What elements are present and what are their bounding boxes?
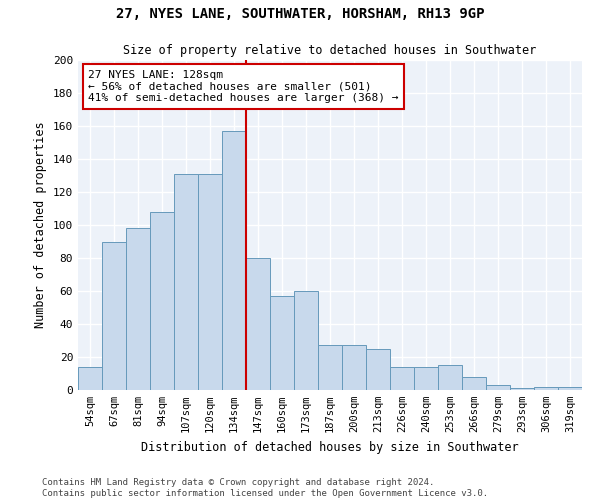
Text: 27, NYES LANE, SOUTHWATER, HORSHAM, RH13 9GP: 27, NYES LANE, SOUTHWATER, HORSHAM, RH13… (116, 8, 484, 22)
Bar (174, 174, 198, 390)
Bar (270, 296, 294, 390)
Bar (222, 131, 246, 390)
Bar (486, 385, 510, 390)
Text: Contains HM Land Registry data © Crown copyright and database right 2024.
Contai: Contains HM Land Registry data © Crown c… (42, 478, 488, 498)
Bar (462, 377, 486, 390)
Bar (510, 388, 534, 390)
Bar (150, 212, 174, 390)
Bar (78, 367, 102, 390)
Bar (102, 242, 126, 390)
Bar (126, 228, 150, 390)
Text: 27 NYES LANE: 128sqm
← 56% of detached houses are smaller (501)
41% of semi-deta: 27 NYES LANE: 128sqm ← 56% of detached h… (88, 70, 398, 103)
Bar (294, 291, 318, 390)
Bar (438, 365, 462, 390)
Bar (414, 367, 438, 390)
Bar (318, 346, 342, 390)
Bar (390, 367, 414, 390)
Bar (558, 386, 582, 390)
Bar (366, 349, 390, 390)
Bar (198, 174, 222, 390)
Bar (534, 386, 558, 390)
Bar (246, 258, 270, 390)
Bar (342, 346, 366, 390)
X-axis label: Distribution of detached houses by size in Southwater: Distribution of detached houses by size … (141, 440, 519, 454)
Title: Size of property relative to detached houses in Southwater: Size of property relative to detached ho… (124, 44, 536, 58)
Y-axis label: Number of detached properties: Number of detached properties (34, 122, 47, 328)
